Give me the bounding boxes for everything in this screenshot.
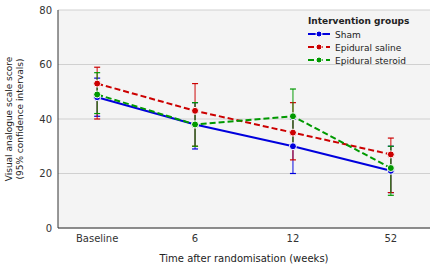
x-tick-label: Baseline [76, 233, 118, 244]
point-marker [94, 91, 101, 98]
point-marker [94, 80, 101, 87]
error-bar-cap [192, 146, 198, 147]
error-bar-cap [192, 83, 198, 84]
error-bar [290, 89, 296, 146]
y-tick-label: 0 [46, 223, 52, 234]
point-marker [289, 143, 296, 150]
error-bar-cap [388, 195, 394, 196]
grid-line [58, 119, 430, 120]
error-bar-cap [290, 173, 296, 174]
error-bar [192, 103, 198, 147]
point-marker [387, 151, 394, 158]
plot-area [58, 10, 430, 228]
point-marker [289, 113, 296, 120]
x-axis [58, 228, 430, 229]
point-marker [192, 121, 199, 128]
grid-line [58, 10, 430, 11]
error-bar [388, 146, 394, 195]
y-tick-label: 80 [39, 5, 52, 16]
y-axis-label-line: (95% confidence intervals) [15, 58, 25, 179]
y-axis [58, 10, 59, 228]
legend: Intervention groups Sham Epidural saline Ep… [308, 16, 409, 66]
error-bar-cap [94, 67, 100, 68]
error-bar-cap [94, 118, 100, 119]
grid-line [58, 228, 430, 229]
point-marker [289, 129, 296, 136]
error-bar [192, 84, 198, 147]
legend-marker [316, 31, 322, 37]
x-tick-label: 52 [384, 233, 397, 244]
legend-label: Sham [335, 30, 361, 40]
point-marker [192, 107, 199, 114]
y-tick-label: 60 [39, 59, 52, 70]
legend-marker [316, 44, 322, 50]
data-group [94, 67, 395, 195]
legend-label: Epidural saline [335, 43, 402, 53]
error-bar-cap [388, 137, 394, 138]
error-bar-cap [290, 88, 296, 89]
legend-title: Intervention groups [308, 16, 409, 26]
error-bar-cap [290, 159, 296, 160]
legend-marker [316, 57, 322, 63]
series-line [97, 94, 391, 168]
legend-label: Epidural steroid [335, 56, 406, 66]
y-axis-label-line: Visual analogue scale score [4, 56, 14, 181]
error-bar-cap [388, 146, 394, 147]
error-bar [94, 67, 100, 119]
error-bar-cap [94, 72, 100, 73]
x-axis-label: Time after randomisation (weeks) [158, 253, 328, 264]
point-marker [192, 121, 199, 128]
error-bar [94, 73, 100, 114]
y-tick-label: 20 [39, 168, 52, 179]
error-bar-stem [194, 84, 195, 147]
x-tick-label: 12 [287, 233, 300, 244]
error-bar [192, 103, 198, 149]
grid-line [58, 173, 430, 174]
error-bar-cap [94, 113, 100, 114]
y-axis-label: Visual analogue scale score(95% confiden… [4, 56, 25, 181]
x-tick-label: 6 [192, 233, 198, 244]
error-bar-cap [192, 146, 198, 147]
point-marker [387, 165, 394, 172]
error-bar-cap [192, 148, 198, 149]
chart: 0 20 40 60 80 Baseline 6 12 52 Time after randomi… [0, 0, 440, 268]
y-tick-label: 40 [39, 114, 52, 125]
error-bar-cap [388, 146, 394, 147]
error-bar-cap [192, 102, 198, 103]
error-bar-cap [192, 102, 198, 103]
